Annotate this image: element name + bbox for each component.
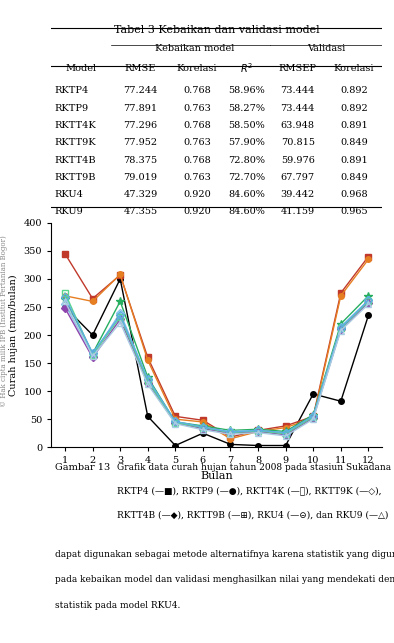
Text: 47.355: 47.355 xyxy=(123,207,158,216)
Text: 73.444: 73.444 xyxy=(281,86,315,95)
X-axis label: Bulan: Bulan xyxy=(200,471,233,481)
Text: Gambar 13: Gambar 13 xyxy=(54,463,110,472)
Text: 41.159: 41.159 xyxy=(281,207,315,216)
Text: 0.768: 0.768 xyxy=(183,86,211,95)
Text: RKU9: RKU9 xyxy=(54,207,83,216)
Text: 0.920: 0.920 xyxy=(183,190,211,199)
Text: RKTT9K: RKTT9K xyxy=(54,138,96,147)
Text: 63.948: 63.948 xyxy=(281,121,315,130)
Text: RKTP9: RKTP9 xyxy=(54,104,89,113)
Text: Tabel 3 Kebaikan dan validasi model: Tabel 3 Kebaikan dan validasi model xyxy=(114,25,320,35)
Text: statistik pada model RKU4.: statistik pada model RKU4. xyxy=(54,601,180,610)
Text: RKTT4B: RKTT4B xyxy=(54,156,96,165)
Text: RKTT9B: RKTT9B xyxy=(54,173,96,182)
Text: 0.849: 0.849 xyxy=(340,173,368,182)
Text: 77.952: 77.952 xyxy=(123,138,158,147)
Text: 72.80%: 72.80% xyxy=(228,156,265,165)
Text: 77.296: 77.296 xyxy=(123,121,158,130)
Text: 0.763: 0.763 xyxy=(183,138,211,147)
Text: Korelasi: Korelasi xyxy=(177,64,217,73)
Text: RKTP4 (—■), RKTP9 (—●), RKTT4K (—★), RKTT9K (—◇),: RKTP4 (—■), RKTP9 (—●), RKTT4K (—★), RKT… xyxy=(117,487,382,496)
Text: RMSEP: RMSEP xyxy=(279,64,317,73)
Text: 73.444: 73.444 xyxy=(281,104,315,113)
Text: 0.892: 0.892 xyxy=(340,104,368,113)
Text: pada kebaikan model dan validasi menghasilkan nilai yang mendekati dengan: pada kebaikan model dan validasi menghas… xyxy=(54,575,394,584)
Text: 0.891: 0.891 xyxy=(340,121,368,130)
Text: 84.60%: 84.60% xyxy=(228,190,265,199)
Text: 84.60%: 84.60% xyxy=(228,207,265,216)
Text: 0.891: 0.891 xyxy=(340,156,368,165)
Text: 39.442: 39.442 xyxy=(281,190,315,199)
Text: 0.768: 0.768 xyxy=(183,156,211,165)
Text: Validasi: Validasi xyxy=(307,44,345,53)
Text: 79.019: 79.019 xyxy=(124,173,158,182)
Text: 0.849: 0.849 xyxy=(340,138,368,147)
Text: 0.965: 0.965 xyxy=(340,207,368,216)
Text: RKTP4: RKTP4 xyxy=(54,86,89,95)
Text: 77.891: 77.891 xyxy=(123,104,158,113)
Text: dapat digunakan sebagai metode alternatifnya karena statistik yang digunakan: dapat digunakan sebagai metode alternati… xyxy=(54,550,394,559)
Text: Kebaikan model: Kebaikan model xyxy=(155,44,234,53)
Text: RKTT4K: RKTT4K xyxy=(54,121,96,130)
Text: 0.920: 0.920 xyxy=(183,207,211,216)
Text: 0.968: 0.968 xyxy=(340,190,368,199)
Text: 58.27%: 58.27% xyxy=(228,104,265,113)
Text: Model: Model xyxy=(65,64,97,73)
Y-axis label: Curah hujan (mm/bulan): Curah hujan (mm/bulan) xyxy=(9,275,18,396)
Text: Korelasi: Korelasi xyxy=(334,64,374,73)
Text: 57.90%: 57.90% xyxy=(228,138,265,147)
Text: 78.375: 78.375 xyxy=(123,156,158,165)
Text: 70.815: 70.815 xyxy=(281,138,315,147)
Text: 0.768: 0.768 xyxy=(183,121,211,130)
Text: 67.797: 67.797 xyxy=(281,173,315,182)
Text: RKTT4B (—◆), RKTT9B (—⊞), RKU4 (—⊝), dan RKU9 (—△): RKTT4B (—◆), RKTT9B (—⊞), RKU4 (—⊝), dan… xyxy=(117,510,389,519)
Text: $R^2$: $R^2$ xyxy=(240,62,253,75)
Text: 0.763: 0.763 xyxy=(183,173,211,182)
Text: 58.50%: 58.50% xyxy=(228,121,265,130)
Text: 77.244: 77.244 xyxy=(123,86,158,95)
Text: RMSE: RMSE xyxy=(125,64,156,73)
Text: 0.763: 0.763 xyxy=(183,104,211,113)
Text: 72.70%: 72.70% xyxy=(228,173,265,182)
Text: 47.329: 47.329 xyxy=(123,190,158,199)
Text: RKU4: RKU4 xyxy=(54,190,84,199)
Text: 0.892: 0.892 xyxy=(340,86,368,95)
Text: Grafik data curah hujan tahun 2008 pada stasiun Sukadana (—●),: Grafik data curah hujan tahun 2008 pada … xyxy=(117,463,394,472)
Text: 58.96%: 58.96% xyxy=(228,86,265,95)
Text: © Hak cipta milik IPB (Institut Pertanian Bogor): © Hak cipta milik IPB (Institut Pertania… xyxy=(0,235,8,408)
Text: 59.976: 59.976 xyxy=(281,156,315,165)
